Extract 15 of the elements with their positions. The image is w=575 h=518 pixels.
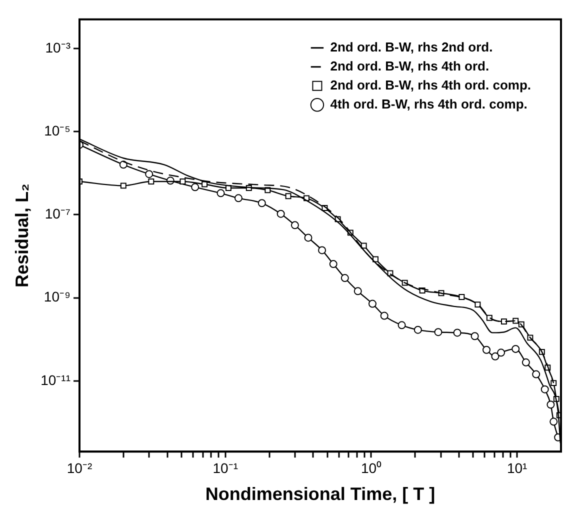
- y-axis-title: Residual, L₂: [12, 183, 32, 288]
- x-axis-title: Nondimensional Time, [ T ]: [205, 484, 436, 504]
- x-tick-label: 10¹: [506, 460, 528, 476]
- y-tick-label: 10⁻⁷: [44, 206, 70, 222]
- x-tick-label: 10⁻¹: [212, 460, 238, 476]
- x-tick-label: 10⁻²: [66, 460, 92, 476]
- x-tick-label: 10⁰: [360, 460, 382, 476]
- legend-label: 4th ord. B-W, rhs 4th ord. comp.: [330, 96, 528, 112]
- legend-label: 2nd ord. B-W, rhs 2nd ord.: [330, 39, 493, 54]
- y-tick-label: 10⁻¹¹: [40, 372, 71, 388]
- y-tick-label: 10⁻⁵: [44, 122, 70, 138]
- legend-label: 2nd ord. B-W, rhs 4th ord.: [330, 58, 490, 74]
- legend-label: 2nd ord. B-W, rhs 4th ord. comp.: [330, 77, 532, 92]
- y-tick-label: 10⁻⁹: [44, 288, 70, 305]
- y-tick-label: 10⁻³: [45, 39, 71, 56]
